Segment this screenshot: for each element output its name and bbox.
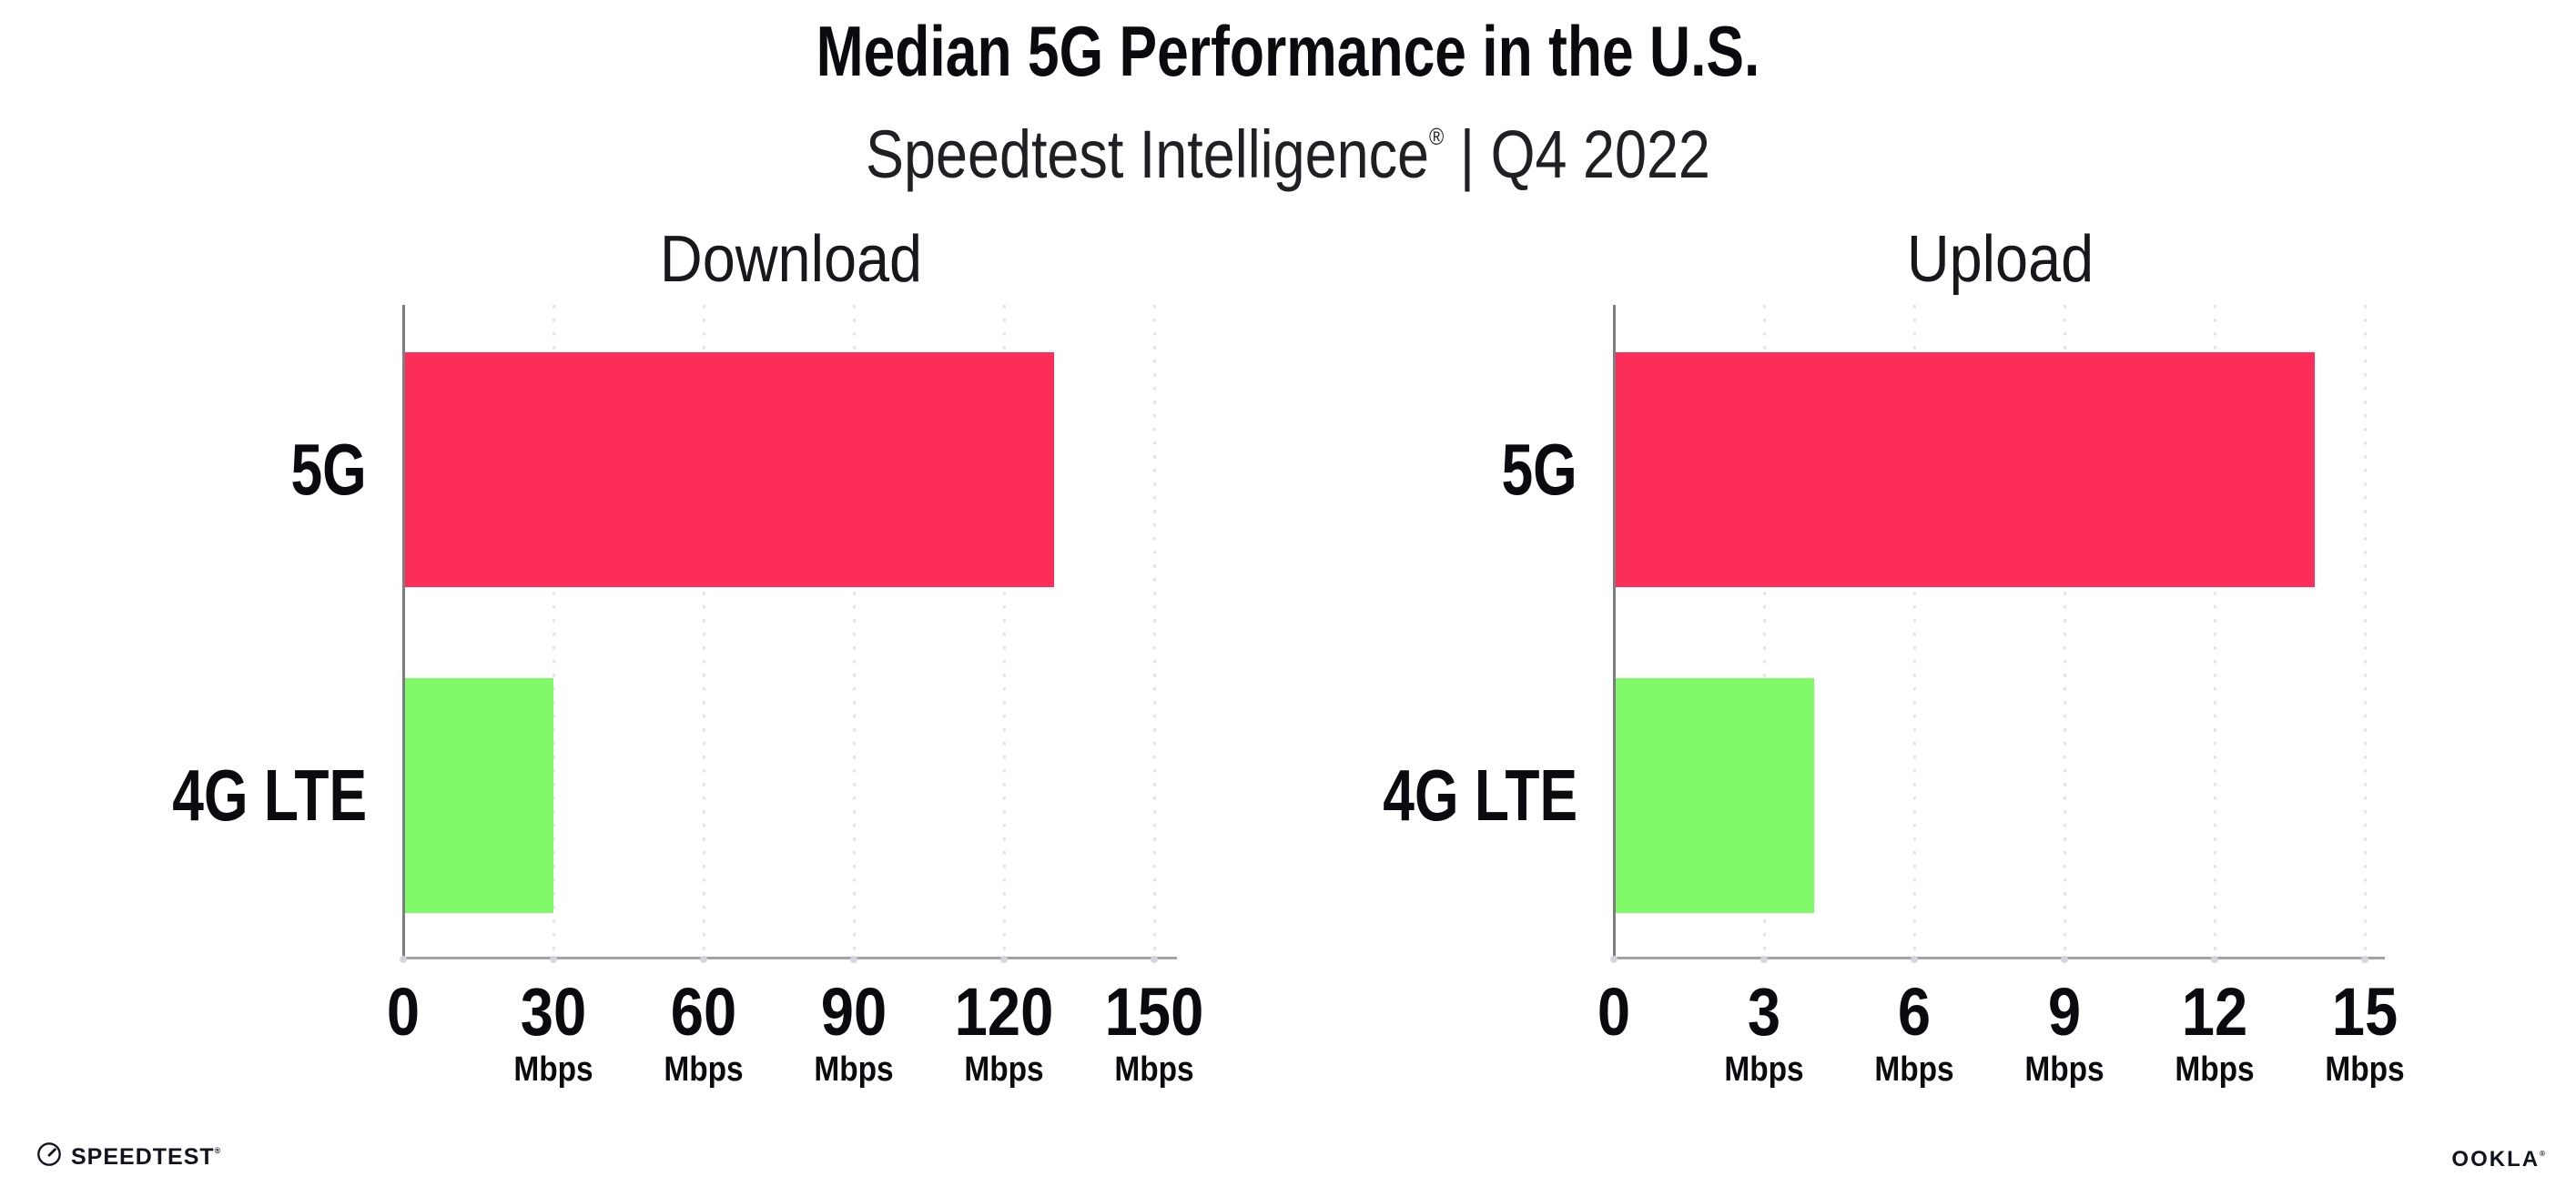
download-ylabel-5g: 5G: [290, 429, 367, 510]
download-tick-label-90: 90 Mbps: [814, 974, 894, 1090]
download-tick-dot-90: [850, 956, 857, 963]
download-tick-value-90: 90: [820, 974, 887, 1050]
download-tick-label-30: 30 Mbps: [513, 974, 593, 1090]
registered-trademark-icon: ®: [1429, 123, 1445, 150]
subtitle-period: | Q4 2022: [1444, 117, 1710, 192]
upload-tick-label-12: 12 Mbps: [2175, 974, 2255, 1090]
upload-gridline-9: [2064, 305, 2066, 959]
download-tick-unit-60: Mbps: [664, 1050, 744, 1089]
upload-tick-unit-9: Mbps: [2024, 1050, 2104, 1089]
upload-tick-value-3: 3: [1747, 974, 1781, 1050]
ookla-registered-mark: ®: [2540, 1150, 2547, 1158]
upload-gridline-15: [2364, 305, 2367, 959]
download-tick-dot-150: [1151, 956, 1158, 963]
upload-tick-value-15: 15: [2331, 974, 2399, 1050]
download-tick-label-150: 150 Mbps: [1104, 974, 1204, 1090]
upload-tick-unit-6: Mbps: [1874, 1050, 1954, 1089]
download-gridline-150: [1153, 305, 1156, 959]
download-chart-title: Download: [659, 223, 923, 296]
upload-tick-value-9: 9: [2047, 974, 2082, 1050]
download-tick-dot-120: [1000, 956, 1008, 963]
download-tick-value-30: 30: [520, 974, 587, 1050]
upload-x-axis-line: [1612, 957, 2385, 959]
download-tick-unit-120: Mbps: [964, 1050, 1044, 1089]
download-gridline-60: [703, 305, 705, 959]
download-ylabel-4g-lte: 4G LTE: [172, 755, 367, 836]
upload-bar-5g: [1614, 352, 2315, 587]
download-tick-dot-0: [400, 956, 407, 963]
page-title: Median 5G Performance in the U.S.: [816, 11, 1760, 91]
upload-tick-unit-12: Mbps: [2175, 1050, 2255, 1089]
speedtest-registered-mark: ®: [214, 1146, 222, 1155]
upload-tick-value-12: 12: [2181, 974, 2248, 1050]
upload-tick-dot-0: [1610, 956, 1618, 963]
speedtest-logo-text: SPEEDTEST®: [71, 1144, 222, 1170]
upload-bar-4g-lte: [1614, 678, 1814, 913]
upload-tick-dot-12: [2211, 956, 2218, 963]
download-tick-unit-150: Mbps: [1114, 1050, 1194, 1089]
upload-tick-unit-3: Mbps: [1724, 1050, 1804, 1089]
ookla-logo-text: OOKLA®: [2451, 1147, 2547, 1172]
download-x-axis-line: [401, 957, 1177, 959]
upload-tick-value-0: 0: [1597, 974, 1631, 1050]
download-gridline-90: [853, 305, 856, 959]
upload-tick-dot-9: [2061, 956, 2068, 963]
download-tick-dot-30: [550, 956, 557, 963]
download-tick-value-0: 0: [386, 974, 421, 1050]
upload-chart-plot: Upload 5G 4G LTE 0 3 Mbps 6 Mbps 9 Mbps 12 Mbps 15 Mb…: [1383, 225, 2404, 1089]
upload-gridline-6: [1913, 305, 1916, 959]
upload-gridline-12: [2214, 305, 2216, 959]
upload-tick-dot-15: [2361, 956, 2368, 963]
upload-tick-dot-6: [1911, 956, 1918, 963]
upload-tick-label-0: 0: [1597, 976, 1630, 1049]
download-tick-value-60: 60: [670, 974, 737, 1050]
download-tick-dot-60: [700, 956, 707, 963]
upload-ylabel-4g-lte: 4G LTE: [1383, 755, 1577, 836]
download-tick-label-0: 0: [387, 976, 420, 1049]
upload-tick-value-6: 6: [1897, 974, 1932, 1050]
page-subtitle: Speedtest Intelligence® | Q4 2022: [193, 100, 2383, 191]
ookla-logo: OOKLA®: [2451, 1142, 2547, 1172]
upload-gridline-3: [1763, 305, 1766, 959]
upload-tick-label-3: 3 Mbps: [1724, 974, 1804, 1090]
upload-tick-label-15: 15 Mbps: [2325, 974, 2405, 1090]
upload-tick-unit-15: Mbps: [2325, 1050, 2405, 1089]
upload-y-axis-spine: [1613, 305, 1616, 959]
download-tick-value-120: 120: [954, 974, 1054, 1050]
download-chart-plot: Download 5G 4G LTE 0 30 Mbps 60 Mbps 90 Mbps 120 Mb…: [172, 225, 1203, 1089]
speedtest-logo: SPEEDTEST®: [36, 1138, 221, 1170]
download-tick-label-120: 120 Mbps: [954, 974, 1054, 1090]
download-y-axis-spine: [402, 305, 405, 959]
upload-tick-label-6: 6 Mbps: [1874, 974, 1954, 1090]
upload-chart-title: Upload: [1906, 223, 2094, 296]
upload-ylabel-5g: 5G: [1501, 429, 1577, 510]
download-bar-4g-lte: [403, 678, 553, 913]
upload-tick-label-9: 9 Mbps: [2024, 974, 2104, 1090]
download-bar-5g: [403, 352, 1054, 587]
download-tick-label-60: 60 Mbps: [664, 974, 744, 1090]
download-gridline-120: [1003, 305, 1006, 959]
speedtest-gauge-icon: [37, 1141, 61, 1166]
download-gridline-30: [553, 305, 555, 959]
subtitle-brand: Speedtest Intelligence: [866, 117, 1430, 192]
upload-tick-dot-3: [1760, 956, 1768, 963]
download-tick-value-150: 150: [1104, 974, 1204, 1050]
download-tick-unit-90: Mbps: [814, 1050, 894, 1089]
download-tick-unit-30: Mbps: [513, 1050, 593, 1089]
